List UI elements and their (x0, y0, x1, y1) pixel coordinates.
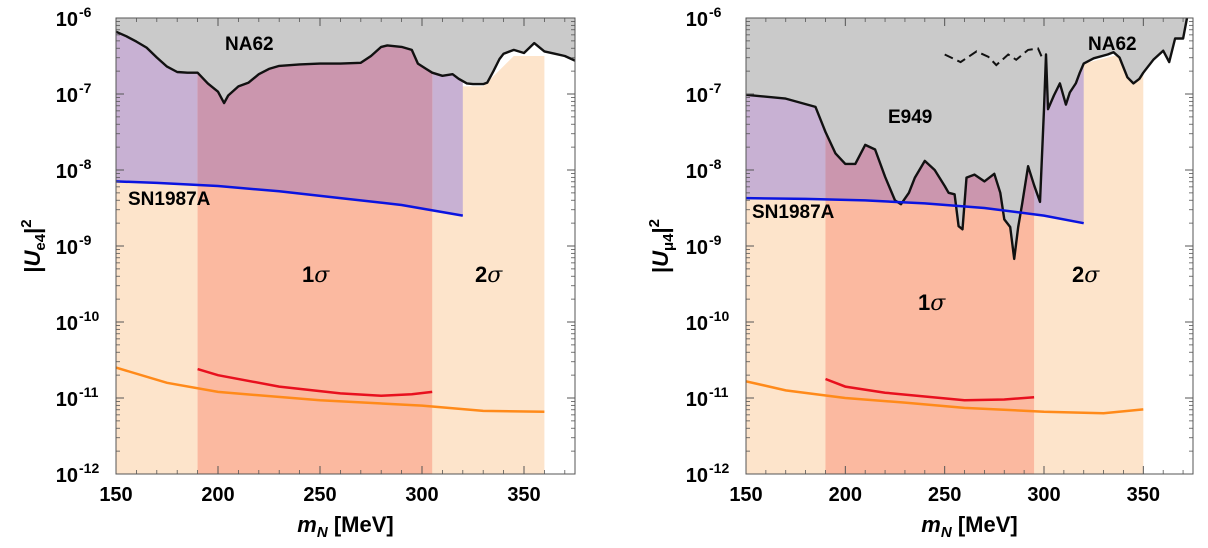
na62-label: NA62 (1088, 34, 1137, 55)
x-tick-label: 350 (507, 484, 540, 506)
x-tick-label: 200 (201, 484, 234, 506)
y-tick-label: 10-7 (56, 80, 92, 107)
excluded-boundary-line (116, 30, 575, 105)
y-tick-label: 10-9 (686, 232, 722, 259)
band-1sigma-label: 1σ (918, 290, 946, 316)
lower-bound-2sigma-line (746, 380, 1144, 415)
sn1987a-line (746, 196, 1084, 225)
y-tick-label: 10-11 (56, 384, 99, 411)
y-tick-label: 10-10 (686, 308, 730, 335)
x-tick-label: 250 (303, 484, 336, 506)
sn1987a-label: SN1987A (752, 202, 835, 223)
y-tick-label: 10-10 (56, 308, 100, 335)
y-tick-label: 10-8 (686, 156, 722, 183)
y-tick-label: 10-7 (686, 80, 722, 107)
y-tick-label: 10-8 (56, 156, 92, 183)
band-2sigma-label: 2σ (475, 262, 503, 288)
y-axis-label: |Ue4|2 (18, 219, 49, 272)
x-tick-label: 250 (928, 484, 961, 506)
panel-left-ue4: 150 200 250 300 350 10-12 10-11 10-10 10-9 10-8 10… (18, 4, 576, 541)
y-tick-label: 10-6 (56, 4, 92, 31)
na62-label: NA62 (225, 34, 274, 55)
y-tick-label: 10-12 (686, 460, 730, 487)
panel-right-umu4: 150 200 250 300 350 10-12 10-11 10-10 10-9 10-8 10… (646, 4, 1194, 541)
sn1987a-line (116, 180, 464, 217)
lower-bound-1sigma-line (197, 367, 433, 397)
y-tick-label: 10-9 (56, 232, 92, 259)
band-2sigma-label: 2σ (1072, 262, 1100, 288)
x-tick-label: 350 (1127, 484, 1160, 506)
excluded-boundary-line (746, 18, 1189, 261)
band-1sigma-label: 1σ (302, 262, 330, 288)
excluded-region (116, 18, 575, 104)
lower-bound-1sigma-line (825, 377, 1035, 402)
e949-label: E949 (888, 107, 932, 128)
y-axis-label: |Uμ4|2 (646, 219, 677, 273)
lower-bound-2sigma-line (116, 366, 545, 413)
x-tick-label: 300 (1027, 484, 1060, 506)
x-axis-label: mN [MeV] (921, 512, 1017, 541)
x-tick-label: 150 (729, 484, 762, 506)
y-tick-label: 10-12 (56, 460, 100, 487)
sn1987a-label: SN1987A (128, 189, 211, 210)
x-tick-label: 150 (99, 484, 132, 506)
y-tick-label: 10-11 (686, 384, 729, 411)
x-axis-label: mN [MeV] (297, 512, 393, 541)
x-tick-label: 200 (829, 484, 862, 506)
y-tick-label: 10-6 (686, 4, 722, 31)
x-tick-label: 300 (405, 484, 438, 506)
